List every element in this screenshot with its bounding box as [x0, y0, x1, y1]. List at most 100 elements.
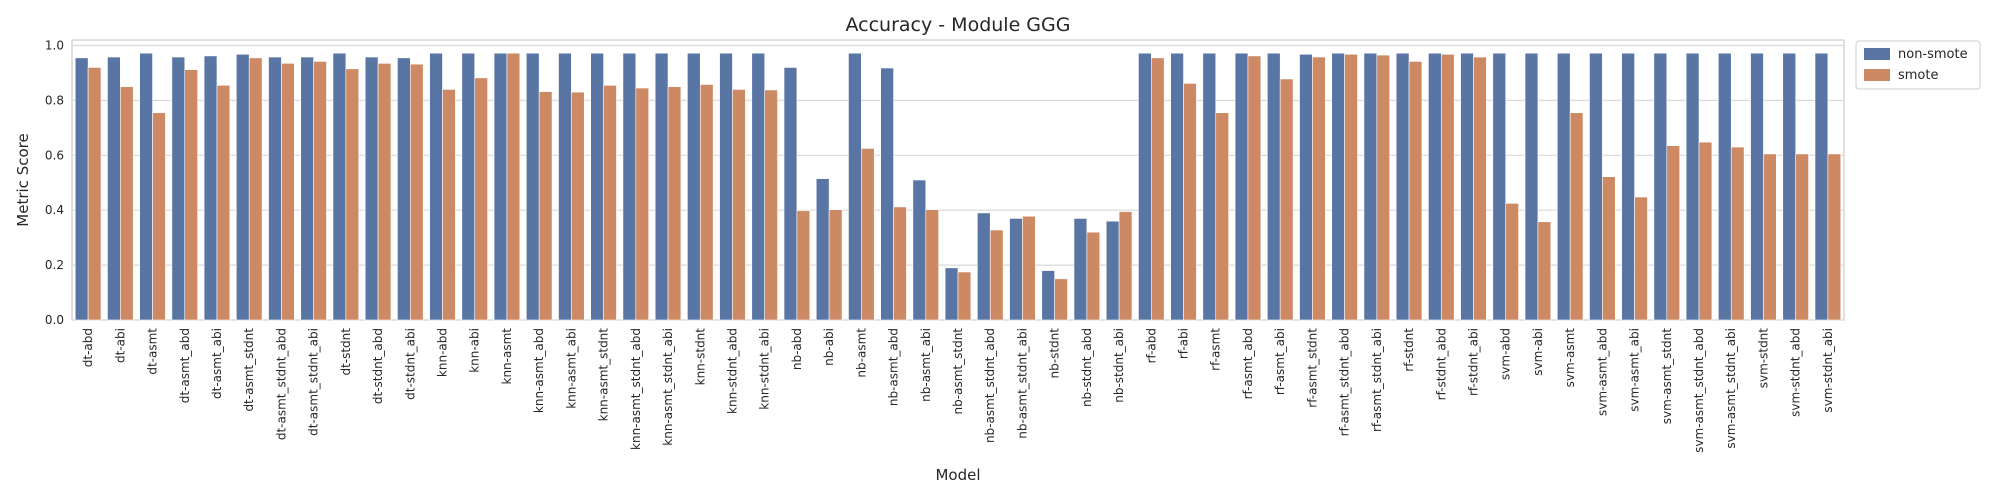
bar-non-smote-svm-asmt_stdnt_abi	[1718, 52, 1732, 321]
x-tick-label: svm-asmt_stdnt_abi	[1724, 328, 1738, 449]
bar-smote-rf-stdnt_abd	[1440, 53, 1455, 321]
x-tick-label: nb-asmt_abi	[919, 328, 933, 402]
bar-smote-svm-asmt_stdnt_abd	[1698, 141, 1713, 321]
y-tick-label: 1.0	[45, 38, 64, 52]
x-tick-label: nb-asmt_stdnt	[951, 328, 965, 415]
x-tick-label: knn-abi	[468, 328, 482, 373]
bar-smote-knn-abd	[442, 89, 456, 321]
x-tick-label: knn-asmt_stdnt_abd	[629, 328, 643, 450]
bar-smote-rf-abd	[1151, 57, 1165, 321]
x-tick-label: dt-abd	[81, 328, 95, 367]
x-tick-label: nb-abi	[822, 328, 836, 366]
bar-smote-svm-stdnt_abi	[1827, 153, 1842, 321]
bar-non-smote-svm-stdnt	[1750, 52, 1764, 321]
bar-non-smote-svm-abd	[1492, 52, 1507, 321]
y-tick-labels: 0.0 0.2 0.4 0.6 0.8 1.0	[45, 38, 64, 327]
bar-smote-dt-stdnt_abi	[409, 63, 424, 321]
bar-smote-nb-stdnt_abi	[1118, 211, 1133, 321]
bar-smote-svm-stdnt_abd	[1795, 153, 1809, 321]
x-tick-label: rf-asmt_stdnt_abi	[1370, 328, 1384, 432]
bar-smote-nb-abd	[796, 210, 811, 321]
bar-smote-dt-asmt_abd	[184, 69, 198, 321]
x-tick-label: knn-asmt	[500, 328, 514, 385]
bar-non-smote-rf-abi	[1170, 52, 1184, 321]
bar-non-smote-knn-asmt_stdnt_abi	[654, 52, 669, 321]
x-tick-label: rf-stdnt_abi	[1466, 328, 1480, 396]
x-tick-label: svm-asmt_stdnt_abd	[1692, 328, 1706, 453]
bar-non-smote-dt-asmt_stdnt_abd	[268, 56, 282, 321]
bar-non-smote-nb-asmt_stdnt_abd	[977, 212, 991, 321]
x-tick-labels: dt-abd dt-abi dt-asmt dt-asmt_abd dt-asmt_ab…	[81, 328, 1835, 453]
x-tick-label: svm-asmt	[1563, 328, 1577, 388]
bar-non-smote-svm-asmt_abi	[1621, 52, 1635, 321]
x-tick-label: knn-abd	[436, 328, 450, 377]
x-tick-label: rf-asmt	[1209, 328, 1223, 371]
bar-non-smote-rf-asmt_abd	[1234, 52, 1249, 321]
x-tick-label: dt-asmt_abd	[178, 328, 192, 403]
x-tick-label: nb-asmt_stdnt_abi	[1015, 328, 1029, 439]
x-tick-label: knn-asmt_stdnt	[597, 328, 611, 422]
bar-smote-nb-asmt_stdnt_abd	[989, 229, 1004, 321]
x-tick-label: svm-stdnt_abi	[1821, 328, 1835, 413]
bar-non-smote-nb-asmt	[848, 52, 862, 321]
bar-non-smote-knn-asmt	[493, 52, 508, 321]
x-tick-label: nb-abd	[790, 328, 804, 370]
x-tick-label: svm-abi	[1531, 328, 1545, 376]
y-tick-label: 0.6	[45, 148, 64, 162]
x-tick-label: dt-asmt_abi	[210, 328, 224, 399]
bar-smote-dt-asmt_stdnt	[248, 57, 263, 321]
bar-non-smote-dt-stdnt	[332, 52, 347, 321]
bar-non-smote-rf-abd	[1138, 52, 1152, 321]
x-tick-label: dt-asmt	[146, 328, 160, 375]
x-axis-label: Model	[935, 466, 980, 484]
bar-non-smote-dt-asmt_stdnt	[236, 53, 250, 321]
bar-non-smote-svm-asmt_stdnt	[1653, 52, 1668, 321]
bar-smote-dt-asmt_abi	[216, 84, 231, 321]
x-tick-label: knn-stdnt	[693, 328, 707, 386]
bar-smote-nb-asmt_abd	[893, 206, 907, 321]
bar-non-smote-nb-stdnt_abi	[1105, 220, 1120, 321]
bar-non-smote-nb-asmt_stdnt_abi	[1009, 218, 1023, 321]
bar-smote-rf-asmt_stdnt_abi	[1376, 54, 1391, 321]
y-tick-label: 0.2	[45, 258, 64, 272]
bar-non-smote-rf-asmt_stdnt_abd	[1331, 52, 1345, 321]
x-tick-label: rf-abd	[1144, 328, 1158, 363]
bar-non-smote-svm-stdnt_abi	[1814, 52, 1829, 321]
x-tick-label: knn-stdnt_abi	[758, 328, 772, 410]
bar-smote-rf-stdnt_abi	[1473, 56, 1487, 321]
x-tick-label: rf-asmt_abi	[1273, 328, 1287, 395]
bar-smote-rf-asmt_stdnt	[1312, 56, 1326, 321]
bar-smote-rf-asmt_stdnt_abd	[1344, 53, 1358, 321]
bar-non-smote-nb-asmt_stdnt	[944, 267, 959, 321]
y-tick-label: 0.0	[45, 313, 64, 327]
bar-smote-knn-stdnt_abi	[764, 89, 778, 321]
bar-non-smote-rf-stdnt_abi	[1460, 52, 1474, 321]
x-tick-label: rf-stdnt_abd	[1434, 328, 1448, 400]
bar-smote-dt-abd	[87, 67, 102, 321]
bar-smote-knn-asmt_abd	[538, 91, 553, 321]
bar-smote-knn-stdnt_abd	[732, 89, 746, 321]
bar-non-smote-rf-asmt	[1202, 52, 1217, 321]
legend: non-smote smote	[1855, 40, 1981, 90]
bar-non-smote-svm-asmt_abd	[1589, 52, 1603, 321]
bar-non-smote-rf-asmt_abi	[1266, 52, 1281, 321]
bar-non-smote-dt-asmt	[139, 52, 153, 321]
bar-non-smote-knn-stdnt_abi	[751, 52, 765, 321]
legend-swatch-non-smote	[1864, 48, 1890, 60]
x-tick-label: nb-stdnt	[1048, 328, 1062, 379]
bar-non-smote-knn-asmt_stdnt	[590, 52, 604, 321]
bar-smote-knn-asmt_stdnt_abi	[667, 86, 682, 321]
x-tick-label: rf-asmt_abd	[1241, 328, 1255, 399]
bar-non-smote-nb-asmt_abd	[880, 67, 894, 321]
bar-smote-knn-asmt_stdnt_abd	[635, 87, 650, 321]
bar-smote-rf-asmt_abd	[1247, 55, 1262, 321]
bar-non-smote-nb-stdnt_abd	[1073, 218, 1088, 321]
x-tick-label: dt-abi	[113, 328, 127, 363]
bar-smote-svm-stdnt	[1763, 153, 1777, 321]
x-tick-label: dt-stdnt_abi	[403, 328, 417, 400]
bar-smote-nb-asmt_stdnt_abi	[1022, 215, 1036, 321]
x-tick-label: svm-stdnt_abd	[1789, 328, 1803, 417]
x-tick-label: knn-stdnt_abd	[725, 328, 739, 414]
bar-smote-svm-asmt_abi	[1634, 196, 1648, 321]
